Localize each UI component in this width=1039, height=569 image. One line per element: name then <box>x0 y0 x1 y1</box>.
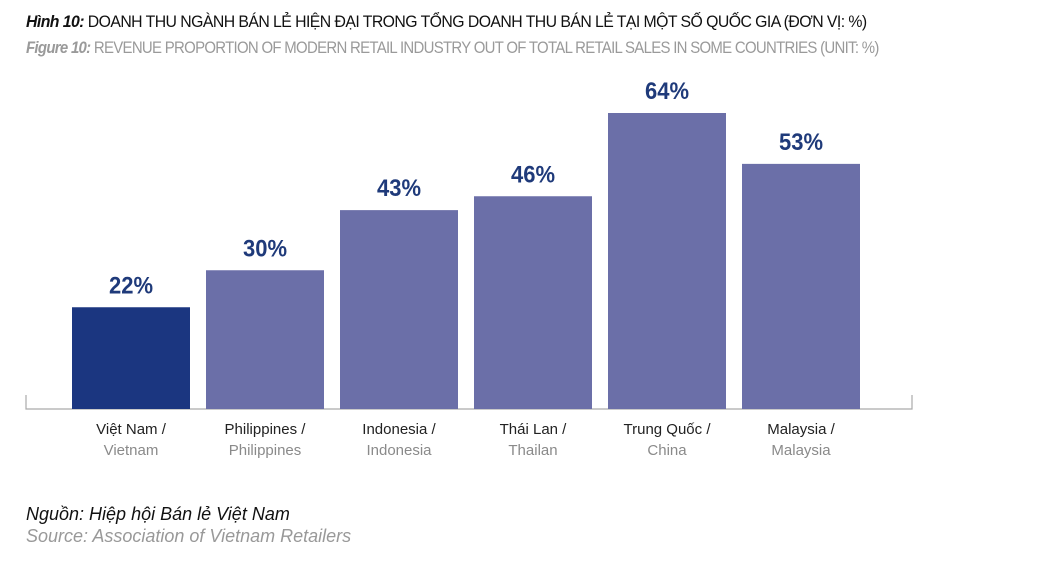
bar-0 <box>72 307 190 409</box>
bar-5 <box>742 163 860 409</box>
data-label-2: 43% <box>377 175 421 202</box>
title-english: Figure 10: REVENUE PROPORTION OF MODERN … <box>26 38 879 58</box>
x-axis-line <box>25 395 913 410</box>
data-label-3: 46% <box>511 161 555 188</box>
category-label-en-0: Vietnam <box>104 442 159 459</box>
data-label-4: 64% <box>645 78 689 105</box>
source-english: Source: Association of Vietnam Retailers <box>26 526 352 546</box>
category-label-en-3: Thailan <box>508 442 557 459</box>
bar-4 <box>608 113 726 409</box>
category-label-vi-0: Việt Nam / <box>96 421 167 438</box>
category-label-vi-3: Thái Lan / <box>500 421 568 438</box>
title-vi-prefix: Hình 10: <box>26 12 84 31</box>
data-label-1: 30% <box>243 235 287 262</box>
title-vietnamese: Hình 10: DOANH THU NGÀNH BÁN LẺ HIỆN ĐẠI… <box>26 12 867 32</box>
data-label-0: 22% <box>109 272 153 299</box>
bar-1 <box>206 270 324 409</box>
category-label-vi-1: Philippines / <box>225 421 307 438</box>
title-en-prefix: Figure 10: <box>26 38 91 57</box>
bar-2 <box>340 210 458 409</box>
title-vi-text: DOANH THU NGÀNH BÁN LẺ HIỆN ĐẠI TRONG TỔ… <box>83 12 867 31</box>
category-label-vi-4: Trung Quốc / <box>624 421 712 438</box>
category-label-vi-5: Malaysia / <box>767 421 835 438</box>
bar-3 <box>474 196 592 409</box>
category-label-vi-2: Indonesia / <box>362 421 436 438</box>
category-label-en-5: Malaysia <box>771 442 831 459</box>
category-label-en-2: Indonesia <box>366 442 432 459</box>
data-label-5: 53% <box>779 129 823 156</box>
category-label-en-1: Philippines <box>229 442 302 459</box>
category-label-en-4: China <box>647 442 687 459</box>
source-vietnamese: Nguồn: Hiệp hội Bán lẻ Việt Nam <box>26 504 290 524</box>
title-en-text: REVENUE PROPORTION OF MODERN RETAIL INDU… <box>90 38 879 57</box>
